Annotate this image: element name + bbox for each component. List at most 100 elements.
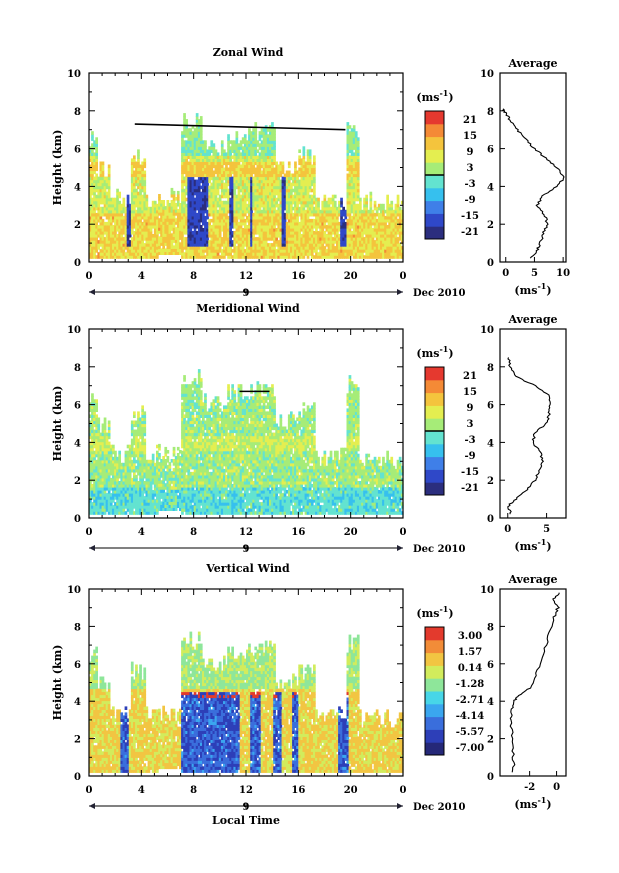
heatmap-cell bbox=[197, 234, 201, 238]
heatmap-cell bbox=[107, 209, 111, 214]
date-label: Dec 2010 bbox=[413, 288, 465, 299]
heatmap-cell bbox=[210, 197, 214, 202]
heatmap-cell bbox=[183, 146, 186, 150]
heatmap-cell bbox=[187, 234, 191, 238]
colorbar-tick-label: 3 bbox=[467, 163, 474, 174]
heatmap-cell bbox=[137, 221, 140, 226]
heatmap-cell bbox=[101, 212, 105, 217]
heatmap-cell bbox=[91, 203, 94, 208]
heatmap-cell bbox=[103, 194, 107, 199]
heatmap-cell bbox=[114, 212, 117, 217]
heatmap-cell bbox=[141, 197, 144, 202]
heatmap-cell bbox=[153, 231, 157, 235]
heatmap-cell bbox=[135, 237, 138, 241]
heatmap-cell bbox=[208, 249, 211, 253]
heatmap-cell bbox=[109, 249, 113, 253]
heatmap-cell bbox=[97, 240, 101, 244]
heatmap-cell bbox=[166, 215, 170, 219]
heatmap-cell bbox=[216, 209, 220, 214]
heatmap-cell bbox=[185, 161, 188, 166]
heatmap-cell bbox=[91, 243, 94, 247]
heatmap-cell bbox=[197, 206, 201, 211]
heatmap-cell bbox=[101, 209, 105, 214]
heatmap-cell bbox=[202, 161, 205, 166]
heatmap-cell bbox=[220, 152, 224, 156]
colorbar-tick-label: -9 bbox=[464, 195, 475, 206]
heatmap-cell bbox=[91, 225, 94, 229]
heatmap-cell bbox=[223, 167, 226, 172]
heatmap-cell bbox=[210, 237, 214, 241]
heatmap-cell bbox=[181, 173, 184, 178]
heatmap-cell bbox=[133, 194, 136, 199]
heatmap-cell bbox=[220, 255, 224, 259]
heatmap-cell bbox=[135, 191, 138, 196]
jet-contour-line bbox=[134, 123, 346, 131]
heatmap-cell bbox=[212, 243, 216, 247]
heatmap-cell bbox=[340, 197, 343, 202]
heatmap-cell bbox=[208, 155, 211, 159]
heatmap-cell bbox=[126, 246, 130, 250]
heatmap-cell bbox=[137, 164, 140, 169]
heatmap-cell bbox=[225, 209, 228, 214]
heatmap-cell bbox=[116, 255, 119, 259]
heatmap-cell bbox=[172, 248, 176, 252]
heatmap-cell bbox=[91, 137, 94, 141]
heatmap-cell bbox=[225, 240, 228, 244]
heatmap-cell bbox=[128, 209, 132, 214]
heatmap-cell bbox=[216, 191, 220, 196]
heatmap-cell bbox=[164, 215, 168, 219]
heatmap-cell bbox=[99, 200, 103, 205]
heatmap-cell bbox=[197, 215, 201, 220]
heatmap-cell bbox=[214, 182, 218, 187]
heatmap-cell bbox=[227, 255, 230, 259]
heatmap-cell bbox=[153, 209, 157, 214]
heatmap-cell bbox=[118, 215, 121, 220]
heatmap-cell bbox=[162, 215, 165, 219]
heatmap-cell bbox=[120, 215, 124, 220]
heatmap-cell bbox=[218, 231, 222, 235]
heatmap-cell bbox=[101, 246, 105, 250]
day-bar-arrow-left bbox=[89, 289, 95, 295]
heatmap-cell bbox=[153, 225, 157, 229]
heatmap-cell bbox=[124, 243, 128, 247]
heatmap-cell bbox=[135, 209, 138, 214]
colorbar-tick-label: 9 bbox=[467, 147, 474, 158]
heatmap-cell bbox=[179, 242, 182, 246]
heatmap-cell bbox=[191, 243, 195, 247]
heatmap-cell bbox=[356, 161, 360, 166]
heatmap-cell bbox=[126, 194, 130, 199]
heatmap-cell bbox=[105, 252, 109, 256]
heatmap-cell bbox=[93, 143, 96, 147]
heatmap-cell bbox=[202, 246, 205, 250]
heatmap-cell bbox=[210, 170, 214, 175]
heatmap-cell bbox=[95, 182, 98, 187]
heatmap-cell bbox=[99, 161, 103, 166]
heatmap-cell bbox=[189, 203, 193, 208]
heatmap-cell bbox=[160, 215, 163, 219]
heatmap-cell bbox=[179, 230, 182, 234]
heatmap-cell bbox=[218, 194, 222, 199]
heatmap-cell bbox=[162, 236, 165, 240]
heatmap-cell bbox=[204, 209, 207, 214]
heatmap-cell bbox=[107, 432, 111, 437]
heatmap-cell bbox=[187, 176, 191, 181]
heatmap-cell bbox=[95, 234, 98, 238]
heatmap-cell bbox=[206, 243, 209, 247]
heatmap-cell bbox=[187, 243, 191, 247]
heatmap-cell bbox=[93, 155, 96, 159]
heatmap-cell bbox=[212, 203, 216, 208]
heatmap-cell bbox=[191, 221, 195, 226]
heatmap-cell bbox=[166, 233, 170, 237]
heatmap-cell bbox=[118, 240, 121, 244]
heatmap-cell bbox=[95, 176, 98, 181]
heatmap-cell bbox=[189, 152, 193, 156]
heatmap-cell bbox=[99, 179, 103, 184]
heatmap-cell bbox=[145, 200, 149, 205]
heatmap-cell bbox=[133, 179, 136, 184]
heatmap-cell bbox=[204, 140, 207, 144]
heatmap-cell bbox=[145, 203, 149, 208]
heatmap-cell bbox=[214, 185, 218, 190]
heatmap-cell bbox=[225, 237, 228, 241]
heatmap-cell bbox=[120, 249, 124, 253]
heatmap-cell bbox=[206, 197, 209, 202]
